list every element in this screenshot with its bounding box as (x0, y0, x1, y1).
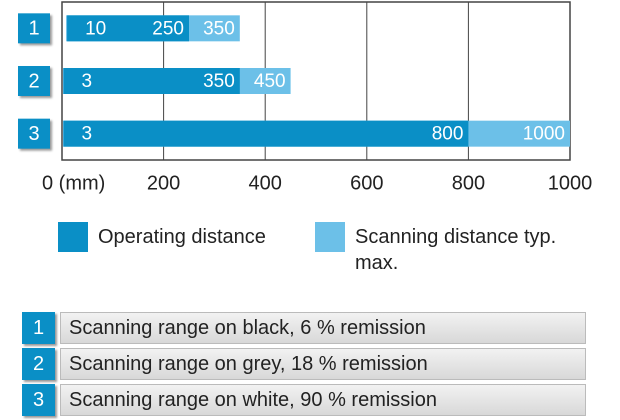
legend-swatch (315, 222, 345, 252)
x-tick-label: 800 (452, 172, 485, 194)
end-label: 800 (432, 124, 464, 145)
end-label: 250 (152, 18, 184, 39)
range-bar (67, 15, 189, 42)
row-text: Scanning range on black, 6 % remission (60, 312, 586, 344)
row-text: Scanning range on white, 90 % remission (60, 384, 586, 416)
end-label: 350 (203, 71, 235, 92)
table-row: 2 Scanning range on grey, 18 % remission (22, 348, 586, 380)
row-number: 2 (22, 348, 55, 380)
range-bar (63, 68, 240, 94)
legend-label: Operating distance (98, 226, 266, 248)
table-row: 3 Scanning range on white, 90 % remission (22, 384, 586, 416)
chart: 0 (mm)2004006008001000183501025022450335… (18, 1, 593, 194)
end-label: 350 (203, 18, 235, 39)
legend-item: Operating distance (58, 222, 298, 252)
category-label: 3 (28, 123, 39, 145)
end-label: 1000 (523, 124, 565, 145)
category-label: 1 (28, 18, 39, 40)
x-tick-label: 600 (350, 172, 383, 194)
x-tick-label: 1000 (548, 172, 593, 194)
legend-label: Scanning distance typ. max. (355, 226, 557, 274)
category-badge (18, 66, 50, 96)
category-label: 2 (28, 70, 39, 92)
category-badge (18, 13, 50, 44)
x-tick-label: 400 (249, 172, 282, 194)
row-text: Scanning range on grey, 18 % remission (60, 348, 586, 380)
x-tick-label: 0 (mm) (42, 172, 105, 194)
x-tick-label: 200 (147, 172, 180, 194)
row-number: 3 (22, 384, 55, 416)
category-badge (18, 118, 50, 149)
legend-swatch (58, 222, 88, 252)
start-label: 10 (85, 18, 106, 39)
legend-item: Scanning distance typ. max. (315, 222, 565, 276)
row-number: 1 (22, 312, 55, 344)
start-label: 3 (82, 124, 93, 145)
start-label: 3 (82, 71, 93, 92)
table-row: 1 Scanning range on black, 6 % remission (22, 312, 586, 344)
end-label: 450 (254, 71, 286, 92)
range-bar (63, 120, 469, 147)
